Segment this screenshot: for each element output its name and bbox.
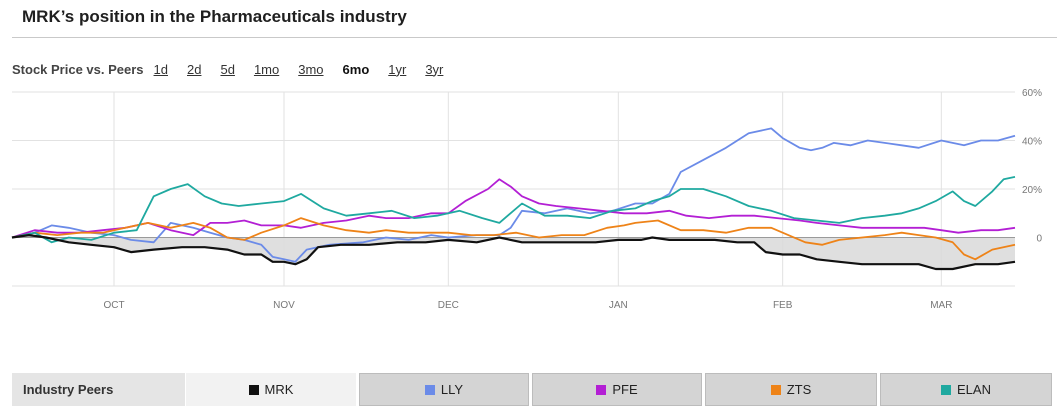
area-mrk xyxy=(12,235,1015,269)
peer-label-pfe: PFE xyxy=(612,382,638,397)
peers-label: Industry Peers xyxy=(12,373,185,406)
y-tick-label: 40% xyxy=(1022,137,1042,148)
y-tick-label: 60% xyxy=(1022,88,1042,99)
peer-swatch-mrk xyxy=(248,384,259,395)
x-tick-label: MAR xyxy=(930,300,952,311)
peer-label-lly: LLY xyxy=(440,382,464,397)
peer-button-pfe[interactable]: PFE xyxy=(532,373,702,406)
peer-swatch-pfe xyxy=(596,384,607,395)
peer-swatch-zts xyxy=(770,384,781,395)
range-3yr[interactable]: 3yr xyxy=(425,61,444,77)
series-line-mrk xyxy=(11,234,1016,271)
peer-swatch-elan xyxy=(941,384,952,395)
range-1mo[interactable]: 1mo xyxy=(253,61,280,77)
peer-label-elan: ELAN xyxy=(957,382,991,397)
range-6mo[interactable]: 6mo xyxy=(342,61,370,77)
x-tick-label: JAN xyxy=(609,300,628,311)
peer-button-mrk[interactable]: MRK xyxy=(186,373,356,406)
peer-swatch-lly xyxy=(424,384,435,395)
stock-comparison-chart: 60% 40% 20% 0 OCT NOV DEC JAN FEB MAR xyxy=(11,88,1042,311)
range-1yr[interactable]: 1yr xyxy=(388,61,407,77)
range-1d[interactable]: 1d xyxy=(153,61,168,77)
series-line-lly xyxy=(11,127,1016,263)
range-5d[interactable]: 5d xyxy=(220,61,235,77)
peer-label-mrk: MRK xyxy=(264,382,294,397)
series-line-pfe xyxy=(11,178,1016,239)
industry-peers-bar: Industry Peers MRK LLY PFE ZTS ELAN xyxy=(12,373,1057,406)
peer-label-zts: ZTS xyxy=(786,382,812,397)
range-label: Stock Price vs. Peers xyxy=(12,61,144,77)
peer-button-lly[interactable]: LLY xyxy=(359,373,529,406)
x-tick-label: FEB xyxy=(773,300,793,311)
range-2d[interactable]: 2d xyxy=(187,61,202,77)
x-tick-label: DEC xyxy=(438,300,459,311)
peer-button-zts[interactable]: ZTS xyxy=(705,373,877,406)
x-tick-label: OCT xyxy=(103,300,124,311)
peer-button-elan[interactable]: ELAN xyxy=(880,373,1052,406)
title-divider xyxy=(12,37,1057,38)
series-line-zts xyxy=(11,217,1016,261)
y-tick-label: 20% xyxy=(1022,185,1042,196)
series-line-elan xyxy=(11,176,1016,244)
y-tick-label: 0 xyxy=(1036,234,1042,245)
x-tick-label: NOV xyxy=(273,300,295,311)
page-title: MRK’s position in the Pharmaceuticals in… xyxy=(22,7,407,26)
time-range-selector: Stock Price vs. Peers 1d 2d 5d 1mo 3mo 6… xyxy=(12,60,462,78)
range-3mo[interactable]: 3mo xyxy=(298,61,324,77)
